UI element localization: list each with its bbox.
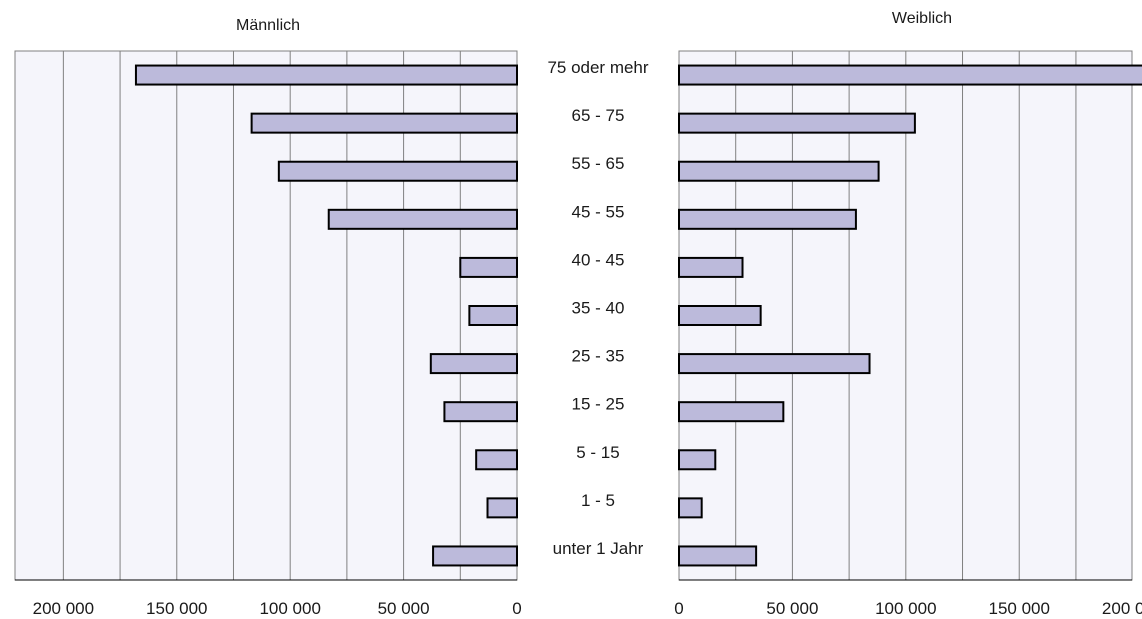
weiblich-bar-4	[678, 256, 744, 278]
maennlich-bar-10	[432, 545, 518, 567]
maennlich-bar-8	[475, 449, 519, 471]
category-label: 55 - 65	[572, 154, 625, 173]
weiblich-bar-6	[678, 353, 871, 375]
category-label: unter 1 Jahr	[553, 539, 644, 558]
maennlich-series-title: Männlich	[236, 17, 300, 34]
weiblich-tick-label: 50 000	[766, 599, 818, 618]
maennlich-tick-label: 50 000	[378, 599, 430, 618]
category-label: 15 - 25	[572, 395, 625, 414]
category-label: 65 - 75	[572, 106, 625, 125]
weiblich-tick-label: 0	[674, 599, 683, 618]
weiblich-bar-0	[678, 64, 1142, 86]
category-label: 40 - 45	[572, 250, 625, 269]
maennlich-bar-7	[443, 401, 518, 423]
weiblich-bar-7	[678, 401, 785, 423]
maennlich-bar-5	[468, 305, 519, 326]
weiblich-bar-5	[678, 305, 762, 326]
weiblich-bar-1	[678, 112, 916, 134]
category-label: 45 - 55	[572, 202, 625, 221]
maennlich-bar-4	[459, 256, 518, 278]
weiblich-bar-8	[678, 449, 717, 471]
maennlich-tick-label: 200 000	[33, 599, 94, 618]
category-label: 5 - 15	[576, 443, 619, 462]
maennlich-bar-9	[486, 497, 519, 519]
maennlich-bar-6	[429, 353, 518, 375]
weiblich-tick-label: 100 000	[875, 599, 936, 618]
weiblich-bar-2	[678, 160, 880, 182]
maennlich-tick-label: 0	[512, 599, 521, 618]
category-label: 25 - 35	[572, 347, 625, 366]
weiblich-tick-label: 150 000	[989, 599, 1050, 618]
category-label: 1 - 5	[581, 491, 615, 510]
weiblich-series-title: Weiblich	[892, 10, 952, 27]
maennlich-bar-2	[277, 160, 518, 182]
maennlich-bar-0	[134, 64, 518, 86]
maennlich-tick-label: 150 000	[146, 599, 207, 618]
maennlich-bar-1	[250, 112, 518, 134]
weiblich-tick-label: 200 000	[1102, 599, 1142, 618]
category-label: 35 - 40	[572, 299, 625, 318]
maennlich-bar-3	[327, 208, 518, 230]
weiblich-bar-9	[678, 497, 703, 519]
weiblich-bar-3	[678, 208, 857, 230]
maennlich-tick-label: 100 000	[259, 599, 320, 618]
weiblich-bar-10	[678, 545, 758, 567]
maennlich-plot-area	[14, 50, 518, 581]
category-label: 75 oder mehr	[547, 58, 648, 77]
